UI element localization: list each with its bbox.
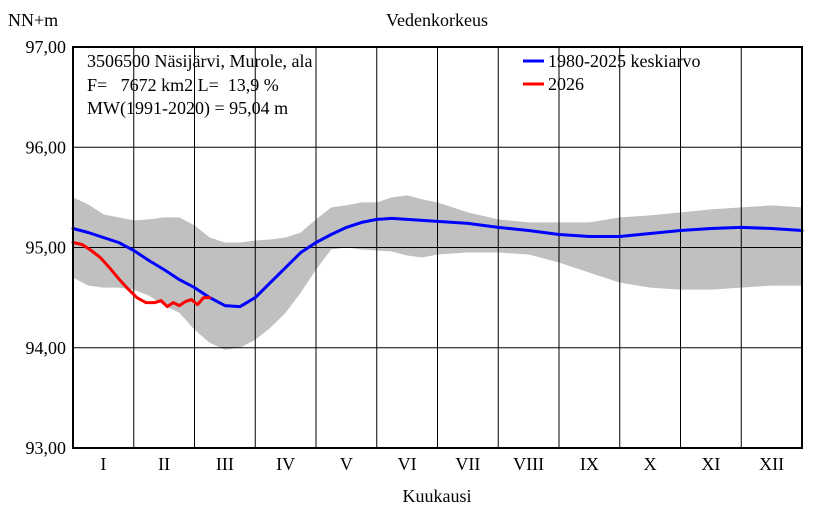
y-tick-label: 94,00 [26,338,67,358]
series-lines [71,216,804,309]
x-tick-label: V [340,454,353,474]
x-tick-label: II [158,454,170,474]
x-tick-label: X [644,454,657,474]
x-tick-label: VIII [513,454,544,474]
x-tick-label: III [216,454,234,474]
station-line: 3506500 Näsijärvi, Murole, ala [87,51,312,71]
x-tick-label: I [100,454,106,474]
x-tick-label: XII [759,454,784,474]
legend: 1980-2025 keskiarvo 2026 [523,51,700,94]
y-tick-label: 97,00 [26,37,67,57]
y-tick-label: 95,00 [26,238,67,258]
grid-lines [73,47,802,448]
series-line-mean [71,216,804,309]
legend-label-current: 2026 [548,74,584,94]
mean-water-line: MW(1991-2020) = 95,04 m [87,98,288,119]
series-line-current [71,241,212,309]
plot-frame [72,46,803,449]
chart-title: Vedenkorkeus [386,10,488,30]
plot-border [72,46,803,449]
x-tick-label: IX [580,454,599,474]
x-axis-label: Kuukausi [403,486,472,506]
y-axis-label: NN+m [8,10,58,30]
info-box: 3506500 Näsijärvi, Murole, ala F= 7672 k… [87,51,312,119]
x-tick-label: XI [701,454,720,474]
area-line: F= 7672 km2 L= 13,9 % [87,75,279,95]
x-tick-label: VII [455,454,480,474]
x-tick-label: VI [398,454,417,474]
x-tick-label: IV [276,454,295,474]
y-tick-label: 93,00 [26,438,67,458]
legend-label-mean: 1980-2025 keskiarvo [548,51,700,71]
y-tick-label: 96,00 [26,137,67,157]
